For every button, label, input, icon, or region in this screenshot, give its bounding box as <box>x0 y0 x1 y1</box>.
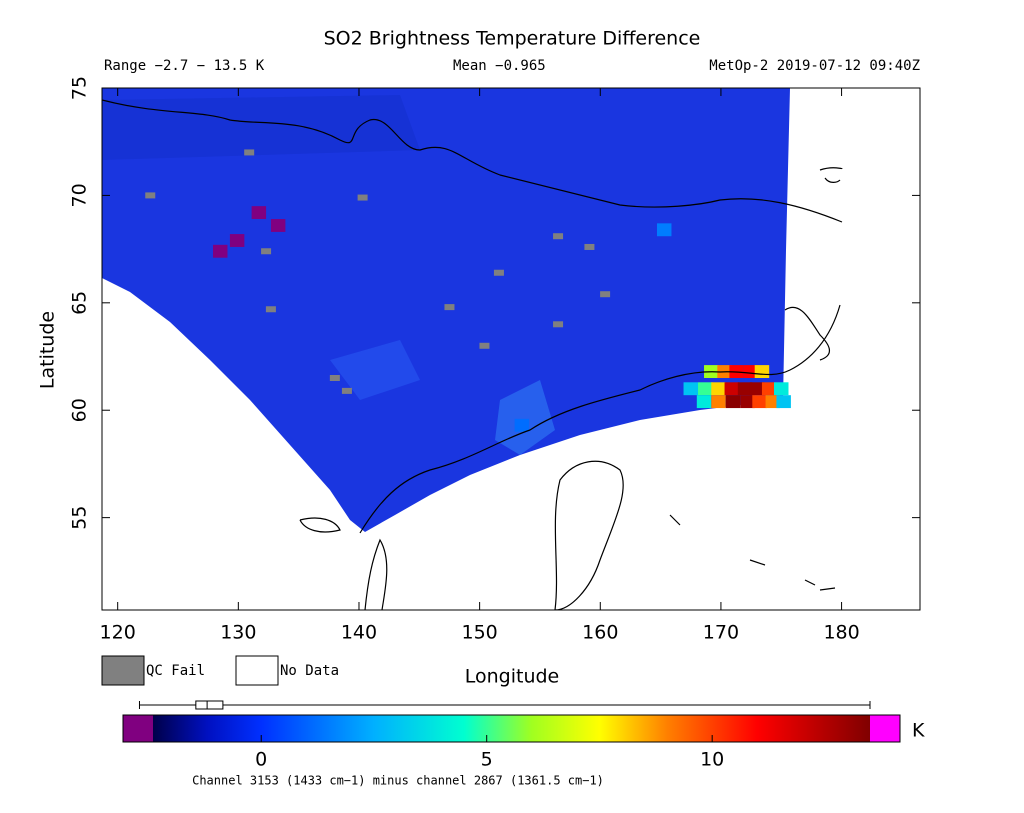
qc-fail-cell <box>444 304 455 311</box>
range-label: Range −2.7 − 13.5 K <box>104 58 265 74</box>
mean-label: Mean −0.965 <box>453 58 546 74</box>
legend-label: No Data <box>280 663 339 679</box>
data-cell <box>740 395 755 409</box>
coastline <box>819 167 843 183</box>
box <box>195 700 224 710</box>
x-tick-label: 150 <box>461 622 497 644</box>
data-cell <box>251 206 267 220</box>
qc-fail-cell <box>553 321 564 328</box>
x-axis-title: Longitude <box>465 666 560 688</box>
legend-label: QC Fail <box>146 663 205 679</box>
qc-fail-cell <box>341 387 352 394</box>
x-tick-label: 130 <box>220 622 256 644</box>
y-axis-title: Latitude <box>37 311 59 389</box>
title: SO2 Brightness Temperature Difference <box>324 28 701 50</box>
legend-swatch <box>235 655 279 686</box>
y-tick-label: 55 <box>69 506 91 530</box>
coastline <box>299 517 341 533</box>
satellite-label: MetOp-2 2019-07-12 09:40Z <box>709 58 920 74</box>
data-cell <box>698 382 713 396</box>
coastline <box>784 306 830 361</box>
qc-fail-cell <box>357 194 368 201</box>
data-cell <box>514 418 530 432</box>
data-cell <box>711 395 726 409</box>
data-cell <box>749 382 765 396</box>
map-area <box>102 88 843 610</box>
data-cell <box>696 395 712 409</box>
colorbar-tick-label: 0 <box>255 749 267 771</box>
data-cell <box>656 223 672 237</box>
x-tick-label: 160 <box>582 622 618 644</box>
data-cell <box>725 395 741 409</box>
y-tick-label: 65 <box>69 291 91 315</box>
data-cell <box>212 244 228 258</box>
plot-frame <box>101 87 921 611</box>
data-cell <box>737 382 753 396</box>
qc-fail-cell <box>493 269 504 276</box>
coastline <box>102 99 843 223</box>
qc-fail-cell <box>329 375 340 381</box>
colorbar-tick-label: 10 <box>700 749 724 771</box>
colorbar-frame <box>122 714 901 743</box>
colorbar-over <box>870 715 900 742</box>
x-tick-label: 120 <box>100 622 136 644</box>
coastline <box>359 304 841 534</box>
qc-fail-cell <box>600 291 611 298</box>
swath-shade <box>102 95 420 160</box>
swath-shade <box>495 380 555 455</box>
qc-fail-cell <box>479 342 490 349</box>
qc-fail-cell <box>261 248 272 255</box>
qc-fail-cell <box>145 192 156 199</box>
coastline <box>669 514 836 591</box>
x-tick-label: 140 <box>341 622 377 644</box>
y-tick-label: 60 <box>69 398 91 422</box>
data-cell <box>774 382 789 396</box>
data-cell <box>761 382 777 396</box>
qc-fail-cell <box>553 233 564 240</box>
data-cell <box>754 365 770 378</box>
data-cell <box>229 234 245 247</box>
qc-fail-cell <box>244 149 255 156</box>
data-cell <box>270 219 286 232</box>
qc-fail-cell <box>584 243 595 250</box>
y-tick-label: 70 <box>69 183 91 207</box>
colorbar-under <box>123 715 153 742</box>
coastline <box>554 460 624 610</box>
data-cell <box>752 395 767 409</box>
coastline <box>364 538 388 610</box>
data-cell <box>724 382 740 396</box>
swath-shade <box>330 340 420 400</box>
qc-fail-cell <box>265 306 276 313</box>
x-tick-label: 170 <box>703 622 739 644</box>
colorbar-tick-label: 5 <box>481 749 493 771</box>
data-cell <box>683 382 699 396</box>
legend-swatch <box>101 655 145 686</box>
x-tick-label: 180 <box>823 622 859 644</box>
colorbar <box>153 715 870 742</box>
data-cell <box>711 382 726 396</box>
colorbar-unit: K <box>912 720 925 742</box>
y-tick-label: 75 <box>69 76 91 100</box>
colorbar-caption: Channel 3153 (1433 cm−1) minus channel 2… <box>192 774 604 788</box>
data-cell <box>776 395 791 409</box>
